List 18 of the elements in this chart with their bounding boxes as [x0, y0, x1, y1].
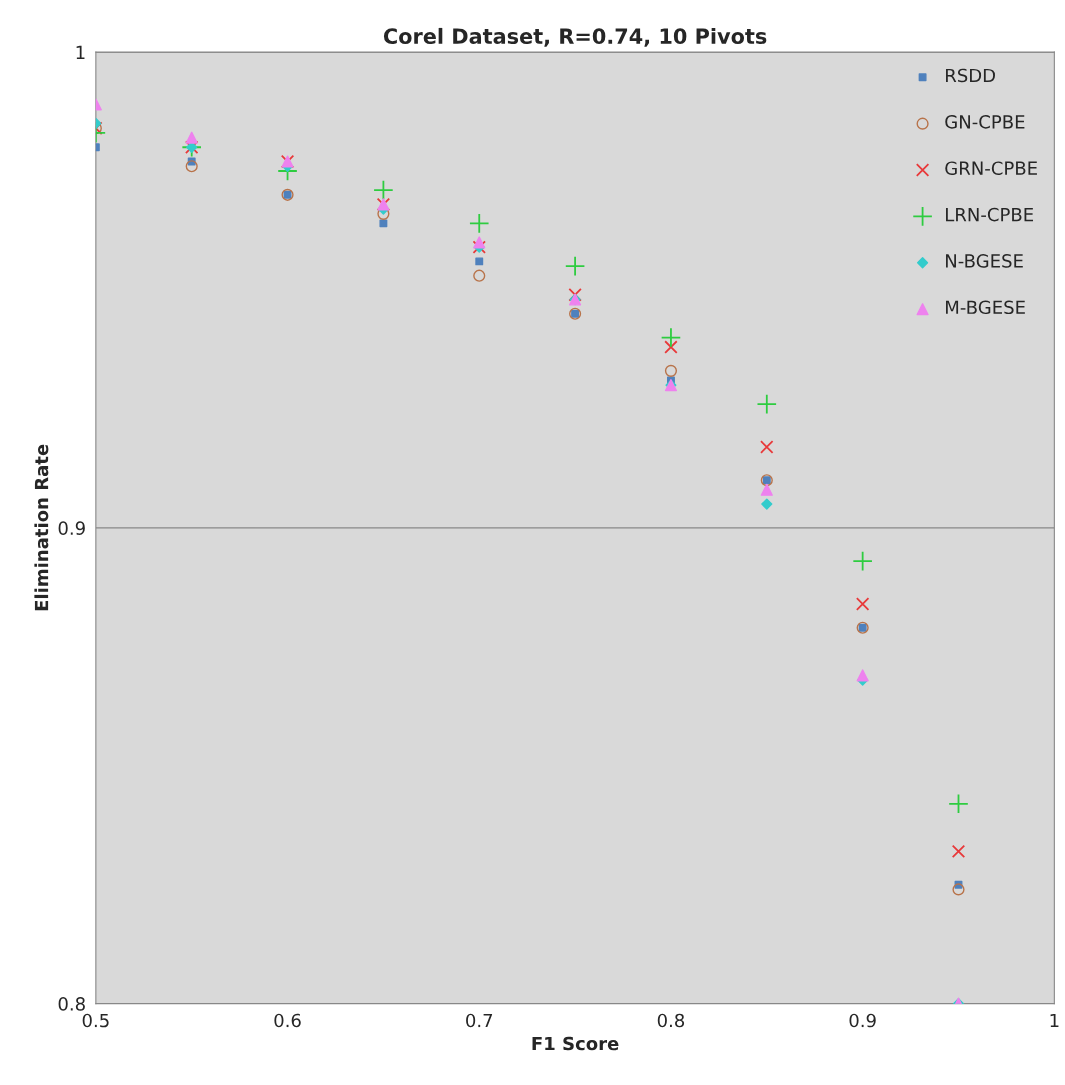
legend-label: GRN-CPBE	[945, 161, 1037, 176]
x-tick-label: 0.6	[274, 1013, 301, 1028]
chart-title: Corel Dataset, R=0.74, 10 Pivots	[383, 27, 767, 47]
y-tick-label: 0.9	[58, 521, 85, 535]
x-axis-title: F1 Score	[532, 1036, 619, 1051]
x-tick-label: 0.7	[466, 1013, 493, 1028]
y-tick-label: 0.8	[58, 997, 85, 1011]
y-axis-title: Elimination Rate	[34, 444, 49, 611]
x-tick-label: 0.9	[849, 1013, 876, 1028]
legend-label: N-BGESE	[946, 254, 1023, 268]
legend-label: RSDD	[946, 68, 995, 83]
x-tick-label: 1	[1050, 1013, 1059, 1028]
y-tick-label: 1	[76, 45, 85, 59]
legend-label: LRN-CPBE	[946, 207, 1034, 222]
legend-label: M-BGESE	[946, 300, 1025, 315]
legend-label: GN-CPBE	[945, 115, 1025, 129]
x-tick-label: 0.8	[657, 1013, 685, 1028]
x-tick-label: 0.5	[82, 1013, 109, 1028]
